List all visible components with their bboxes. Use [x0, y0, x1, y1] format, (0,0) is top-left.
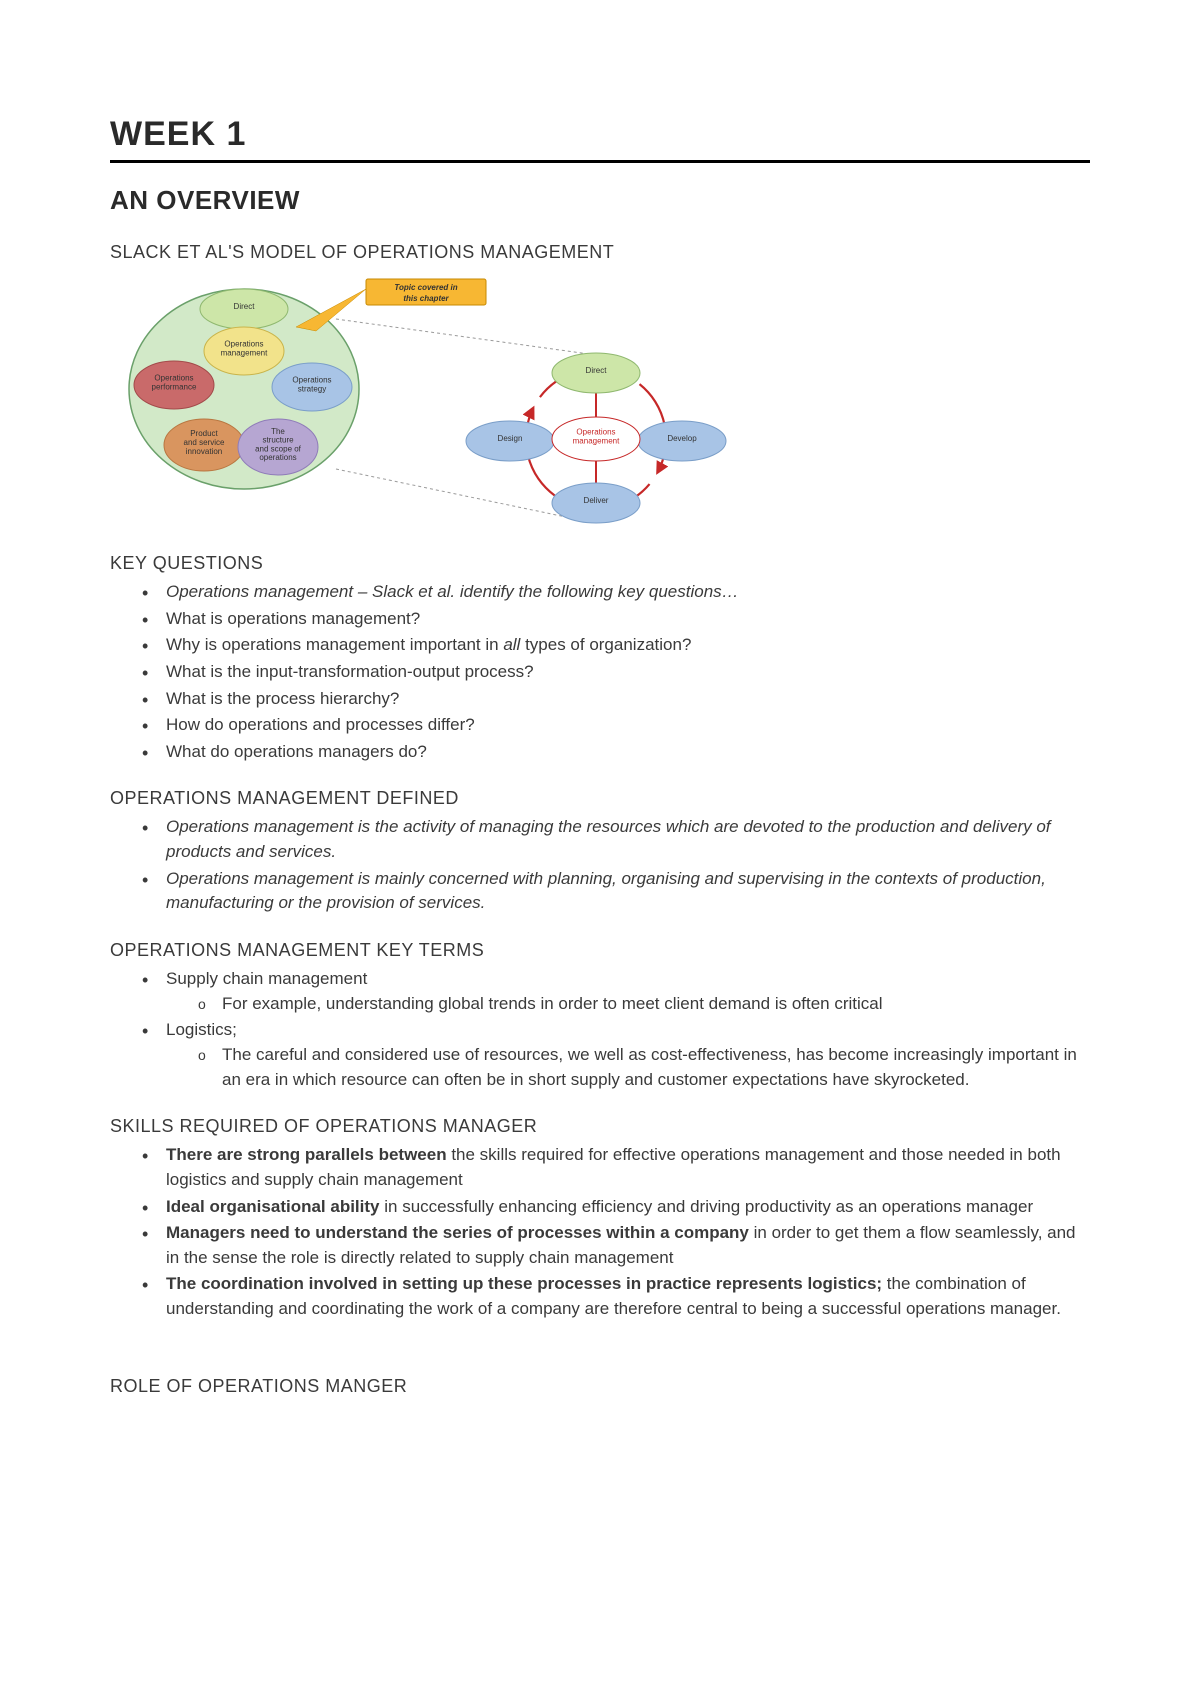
list-item: How do operations and processes differ? — [166, 713, 1090, 738]
list-item: Managers need to understand the series o… — [166, 1221, 1090, 1270]
list-item: For example, understanding global trends… — [222, 992, 1090, 1017]
defined-heading: OPERATIONS MANAGEMENT DEFINED — [110, 788, 1090, 809]
svg-text:Topic covered in: Topic covered in — [394, 283, 457, 292]
list-item: The coordination involved in setting up … — [166, 1272, 1090, 1321]
svg-text:management: management — [221, 348, 268, 357]
list-item: Ideal organisational ability in successf… — [166, 1195, 1090, 1220]
svg-text:management: management — [573, 436, 620, 445]
page-subtitle: AN OVERVIEW — [110, 185, 1090, 216]
diagram-heading: SLACK ET AL'S MODEL OF OPERATIONS MANAGE… — [110, 242, 1090, 263]
svg-text:strategy: strategy — [298, 384, 326, 393]
svg-text:and service: and service — [184, 438, 225, 447]
svg-text:Product: Product — [190, 429, 218, 438]
skills-list: There are strong parallels between the s… — [110, 1143, 1090, 1321]
svg-text:Operations: Operations — [154, 374, 193, 383]
svg-text:this chapter: this chapter — [403, 294, 449, 303]
slack-model-diagram: DirectOperationsmanagementOperationsperf… — [126, 269, 1090, 529]
svg-text:Deliver: Deliver — [584, 496, 609, 505]
key-terms-list: Supply chain managementFor example, unde… — [110, 967, 1090, 1092]
svg-text:and scope of: and scope of — [255, 444, 302, 453]
list-item: Operations management is the activity of… — [166, 815, 1090, 864]
key-questions-list: Operations management – Slack et al. ide… — [110, 580, 1090, 764]
skills-heading: SKILLS REQUIRED OF OPERATIONS MANAGER — [110, 1116, 1090, 1137]
defined-list: Operations management is the activity of… — [110, 815, 1090, 916]
svg-text:Operations: Operations — [576, 428, 615, 437]
svg-text:Direct: Direct — [586, 366, 608, 375]
role-heading: ROLE OF OPERATIONS MANGER — [110, 1376, 1090, 1397]
list-item: What do operations managers do? — [166, 740, 1090, 765]
key-questions-heading: KEY QUESTIONS — [110, 553, 1090, 574]
svg-text:innovation: innovation — [186, 447, 222, 456]
list-item: There are strong parallels between the s… — [166, 1143, 1090, 1192]
svg-text:performance: performance — [152, 382, 197, 391]
list-item: Why is operations management important i… — [166, 633, 1090, 658]
list-item: What is operations management? — [166, 607, 1090, 632]
svg-text:operations: operations — [259, 453, 296, 462]
list-item: What is the process hierarchy? — [166, 687, 1090, 712]
svg-text:Direct: Direct — [234, 302, 256, 311]
list-item: Supply chain managementFor example, unde… — [166, 967, 1090, 1016]
list-item: Operations management is mainly concerne… — [166, 867, 1090, 916]
list-item: The careful and considered use of resour… — [222, 1043, 1090, 1092]
svg-text:Operations: Operations — [292, 376, 331, 385]
svg-text:The: The — [271, 427, 285, 436]
svg-text:Develop: Develop — [667, 434, 697, 443]
key-terms-heading: OPERATIONS MANAGEMENT KEY TERMS — [110, 940, 1090, 961]
svg-text:Operations: Operations — [224, 340, 263, 349]
list-item: Operations management – Slack et al. ide… — [166, 580, 1090, 605]
list-item: Logistics;The careful and considered use… — [166, 1018, 1090, 1092]
svg-text:Design: Design — [498, 434, 523, 443]
svg-text:structure: structure — [262, 436, 294, 445]
page-title: WEEK 1 — [110, 115, 1090, 163]
list-item: What is the input-transformation-output … — [166, 660, 1090, 685]
